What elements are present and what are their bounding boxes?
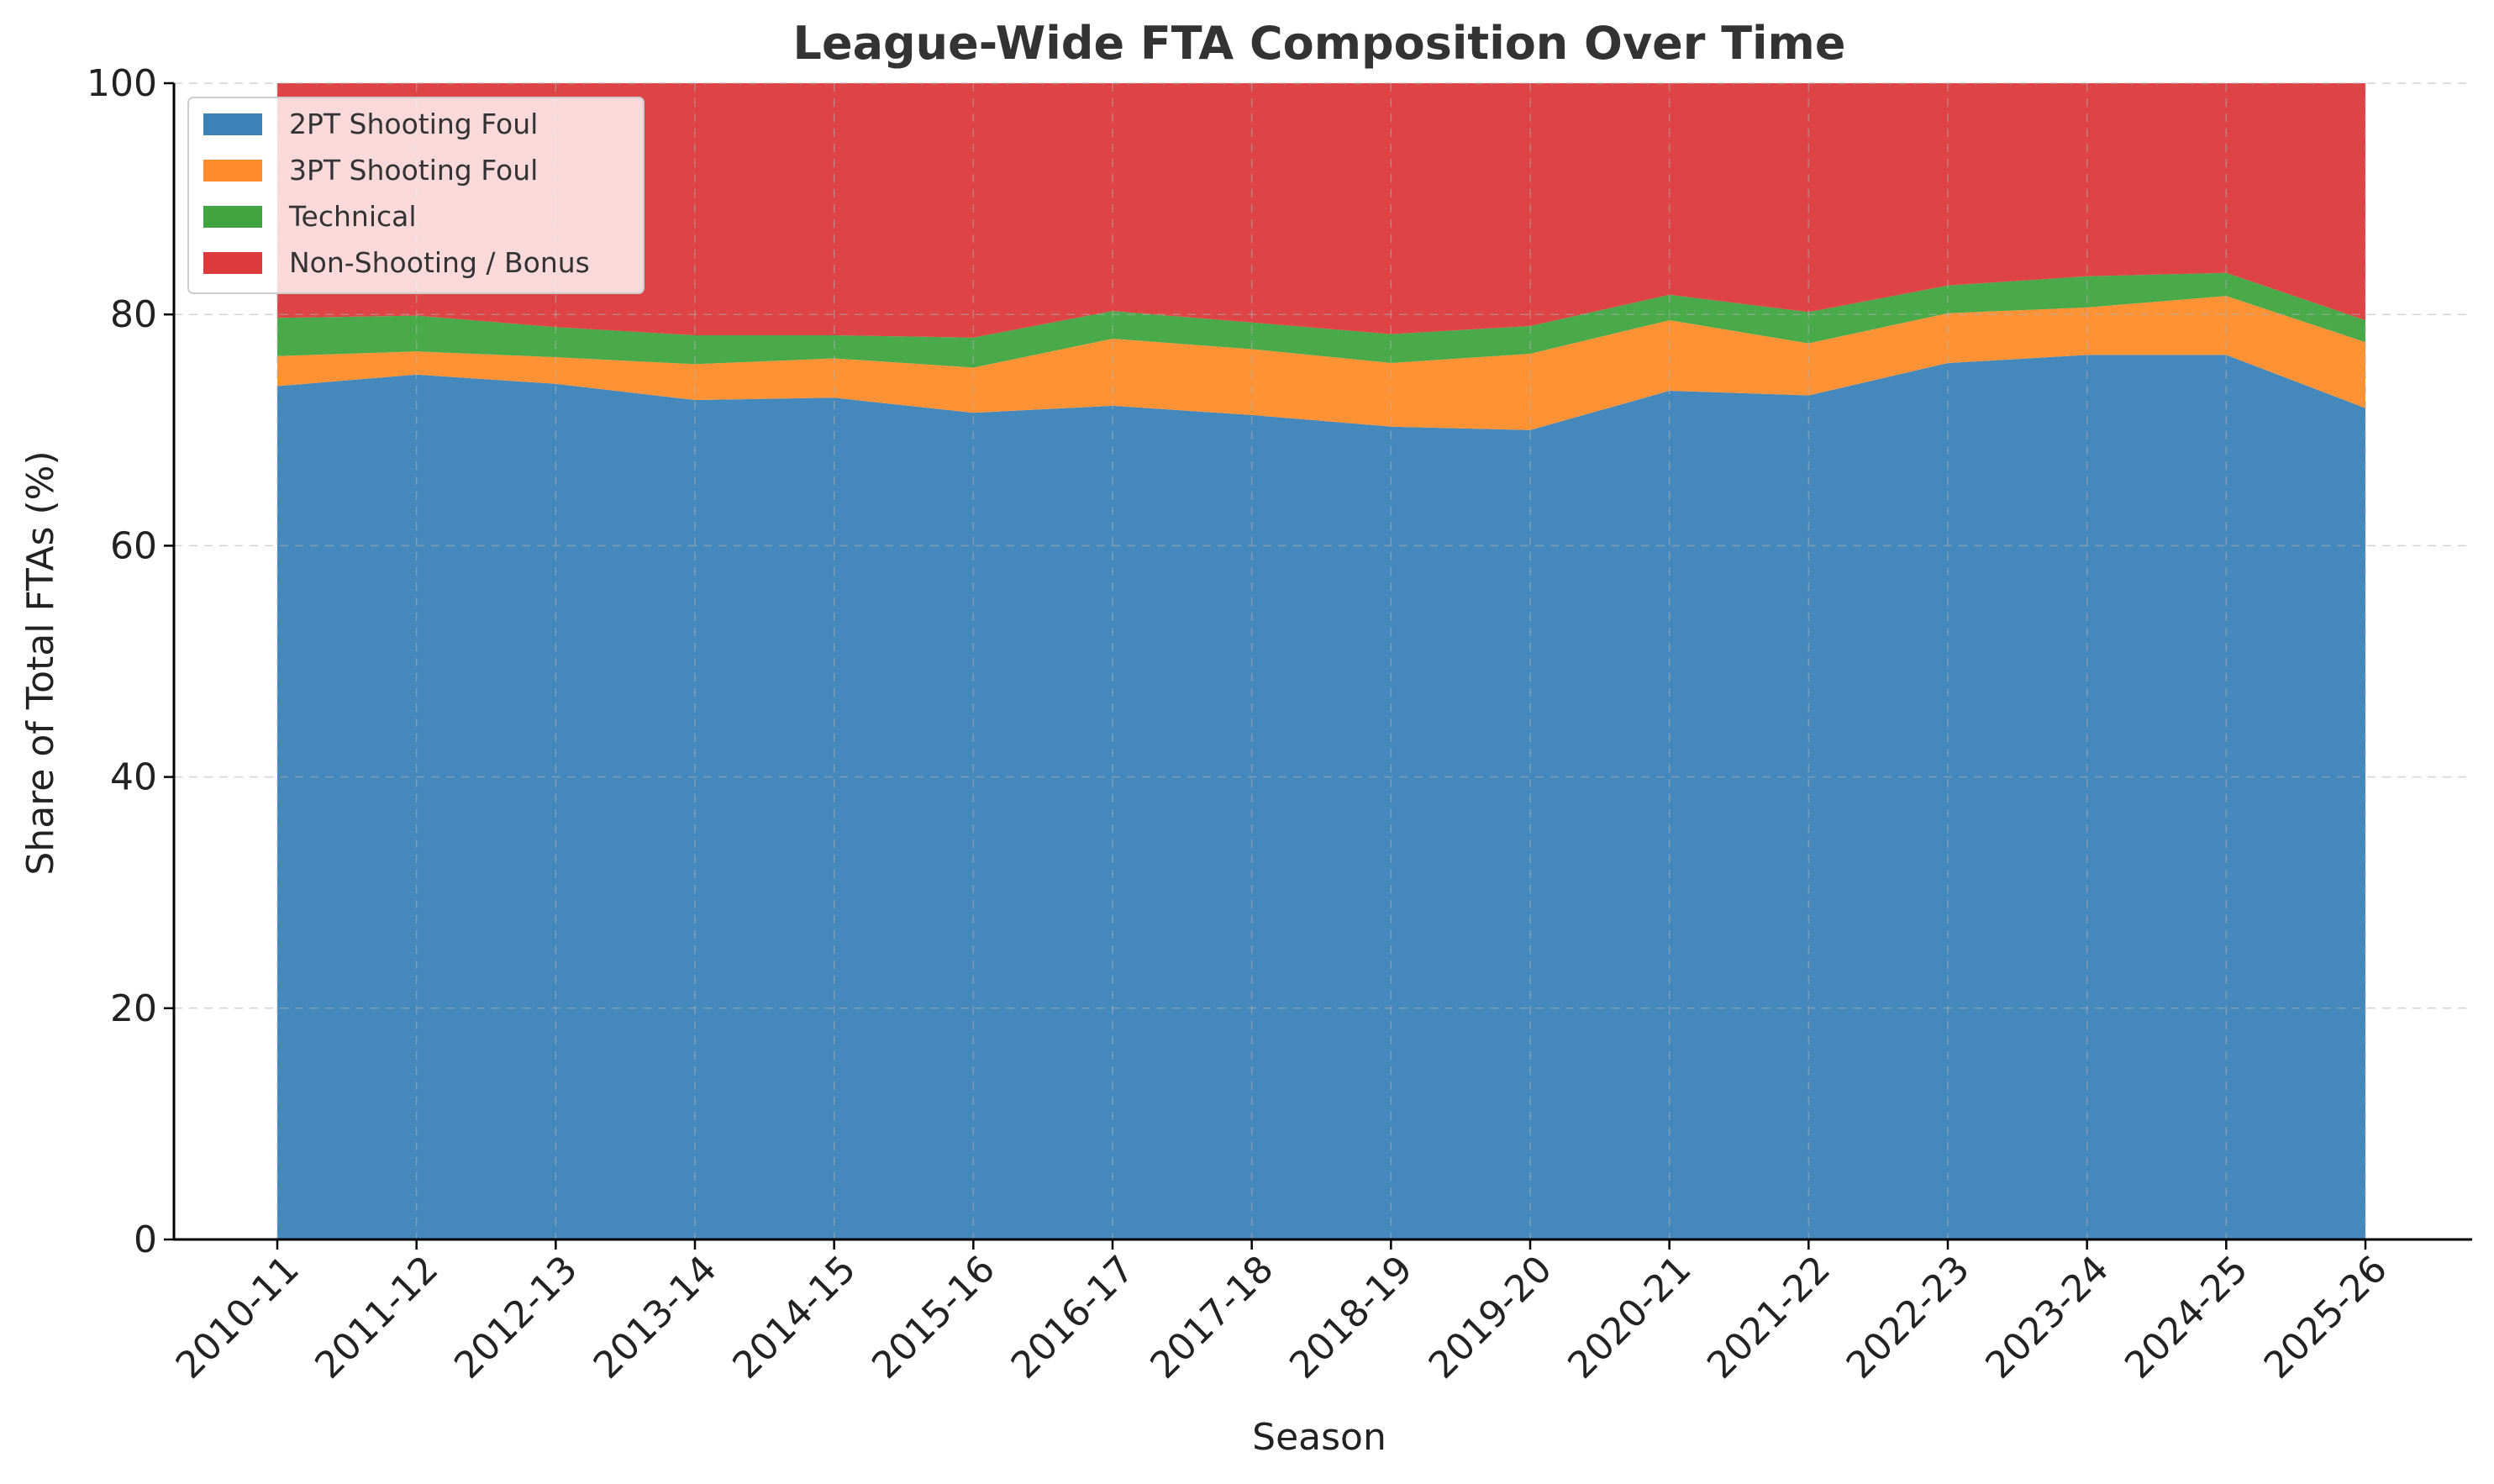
y-tick-label-4: 80: [110, 293, 157, 336]
legend-label-0: 2PT Shooting Foul: [289, 108, 538, 140]
legend-label-1: 3PT Shooting Foul: [289, 154, 538, 187]
y-ticks: 0 20 40 60 80 100: [87, 62, 174, 1261]
x-tick-label-8: 2018-19: [1281, 1248, 1421, 1387]
x-tick-label-6: 2016-17: [1003, 1248, 1143, 1387]
x-tick-label-15: 2025-26: [2256, 1248, 2396, 1387]
x-ticks: 2010-11 2011-12 2012-13 2013-14 2014-15 2015-…: [168, 1239, 2396, 1387]
area-series-0: [277, 355, 2365, 1239]
y-tick-label-0: 0: [134, 1218, 157, 1261]
legend-swatch-0: [203, 113, 262, 135]
area-series-1: [277, 296, 2365, 430]
x-tick-label-14: 2024-25: [2117, 1248, 2256, 1387]
plot-areas: [277, 83, 2365, 1239]
x-tick-label-3: 2013-14: [586, 1248, 725, 1387]
y-tick-label-2: 40: [110, 756, 157, 799]
x-tick-label-9: 2019-20: [1421, 1248, 1560, 1387]
x-tick-label-2: 2012-13: [446, 1248, 586, 1387]
x-tick-label-5: 2015-16: [864, 1248, 1003, 1387]
x-tick-label-11: 2021-22: [1699, 1248, 1839, 1387]
x-tick-label-7: 2017-18: [1142, 1248, 1281, 1387]
y-tick-label-3: 60: [110, 524, 157, 567]
y-axis-label: Share of Total FTAs (%): [19, 450, 62, 875]
legend-label-2: Technical: [288, 200, 417, 233]
x-tick-label-0: 2010-11: [168, 1248, 308, 1387]
axes: [172, 83, 2472, 1241]
x-axis-label: Season: [1252, 1416, 1386, 1459]
y-tick-label-5: 100: [87, 62, 157, 105]
legend-swatch-1: [203, 160, 262, 182]
area-series-3: [277, 83, 2365, 338]
chart-title: League-Wide FTA Composition Over Time: [793, 17, 1846, 70]
x-tick-label-1: 2011-12: [307, 1248, 446, 1387]
area-series-2: [277, 272, 2365, 368]
legend: 2PT Shooting Foul 3PT Shooting Foul Techni…: [187, 97, 645, 294]
x-tick-label-10: 2020-21: [1560, 1248, 1699, 1387]
y-tick-label-1: 20: [110, 987, 157, 1030]
legend-swatch-3: [203, 252, 262, 274]
legend-label-3: Non-Shooting / Bonus: [289, 246, 590, 279]
legend-swatch-2: [203, 206, 262, 228]
x-tick-label-13: 2023-24: [1977, 1248, 2117, 1387]
x-tick-label-4: 2014-15: [724, 1248, 864, 1387]
x-tick-label-12: 2022-23: [1839, 1248, 1978, 1387]
legend-box: [187, 97, 645, 294]
